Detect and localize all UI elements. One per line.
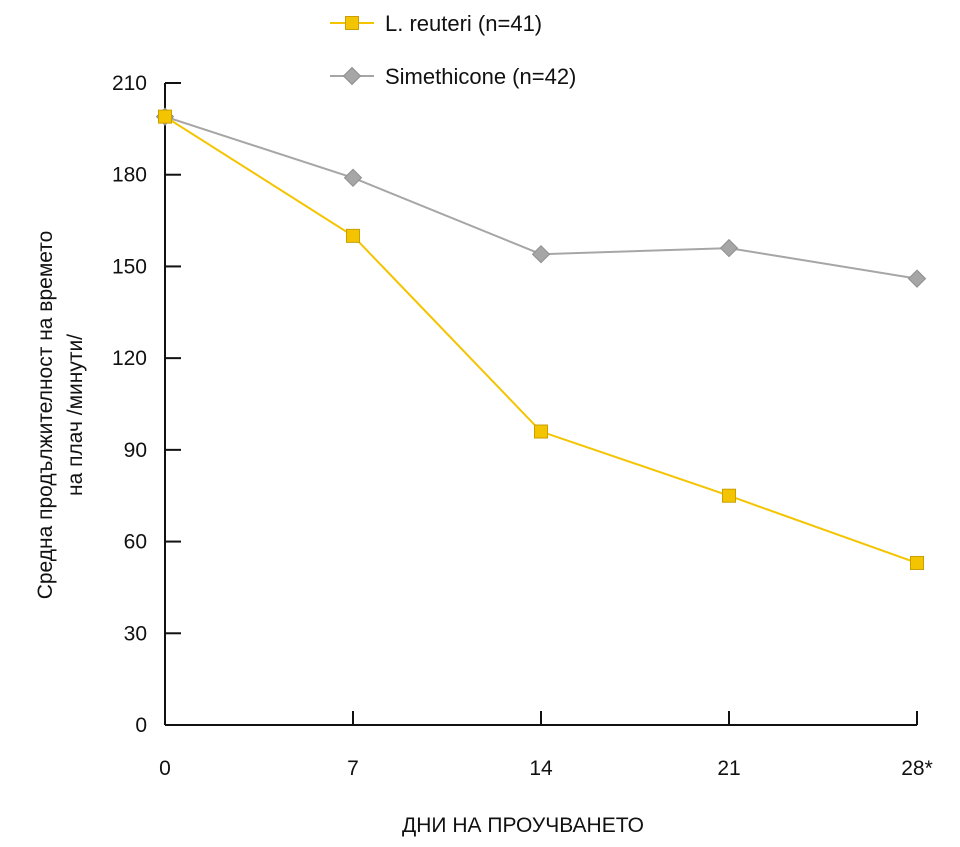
data-point [531,244,551,264]
x-tick-label: 21 [717,757,740,780]
legend-label: Simethicone (n=42) [385,64,576,89]
y-tick-label: 180 [112,164,147,187]
data-point [346,228,360,243]
y-tick-label: 90 [124,439,147,462]
data-point [910,555,924,570]
x-tick-label: 14 [529,757,553,780]
y-tick-label: 210 [112,72,147,95]
y-axis-title-line-2: на плач /минути/ [64,334,87,496]
y-tick-label: 30 [124,622,147,645]
data-point [907,269,927,288]
y-axis-title: Средна продължителност на времето на пла… [34,231,87,600]
legend-item: Simethicone (n=42) [330,64,576,89]
legend: L. reuteri (n=41) Simethicone (n=42) [330,11,576,89]
y-tick-label: 0 [135,714,147,737]
legend-marker [342,66,362,86]
series-layer [155,107,927,570]
legend-label: L. reuteri (n=41) [385,11,542,36]
x-tick-label: 7 [347,757,359,780]
data-point [722,488,736,503]
y-tick-label: 120 [112,347,147,370]
x-ticks: 0 7 14 21 28* [159,711,933,780]
x-axis-title: ДНИ НА ПРОУЧВАНЕТО [402,814,644,837]
data-point [343,168,363,187]
legend-item: L. reuteri (n=41) [330,11,542,36]
data-point [158,109,172,124]
x-tick-label: 0 [159,757,171,780]
y-ticks: 0 30 60 90 120 150 180 210 [112,72,181,737]
series-l-reuteri [158,109,924,570]
data-point [719,238,739,258]
series-simethicone [155,107,927,288]
y-tick-label: 60 [124,531,147,554]
y-tick-label: 150 [112,255,147,278]
y-axis-title-line-1: Средна продължителност на времето [34,231,57,600]
data-point [534,424,548,439]
series-line [164,115,918,564]
x-tick-label: 28* [901,757,933,780]
axes [164,83,917,726]
legend-marker [345,16,359,30]
